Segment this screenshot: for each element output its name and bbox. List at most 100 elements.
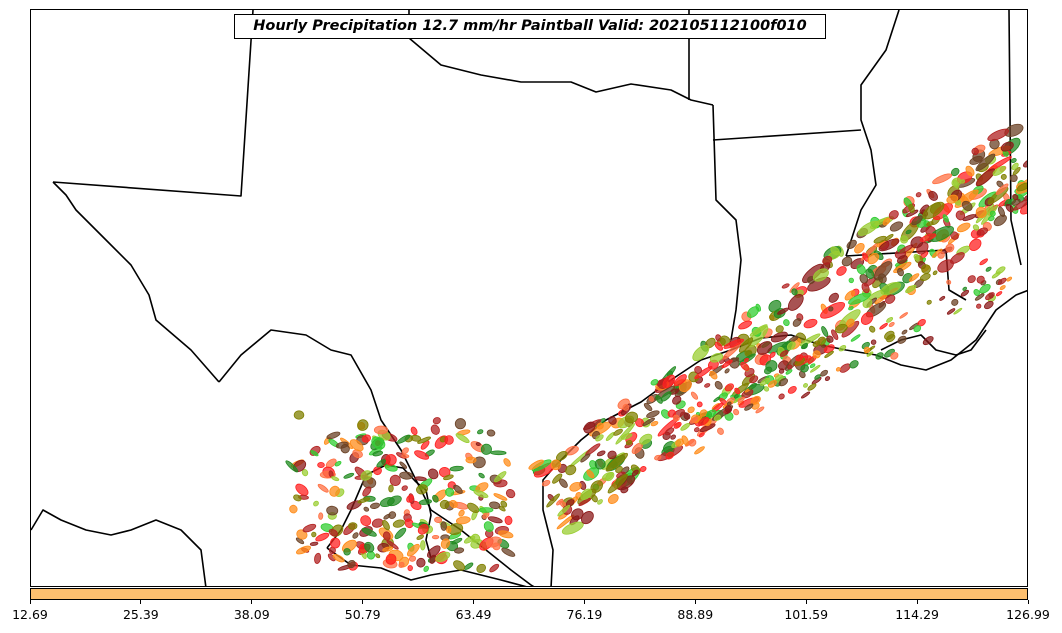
paintball-blob xyxy=(362,486,372,497)
paintball-blob xyxy=(848,277,855,284)
paintball-blob xyxy=(449,499,458,509)
paintball-blob xyxy=(713,414,721,421)
paintball-blob xyxy=(642,417,655,426)
paintball-blob xyxy=(962,214,977,222)
paintball-blob xyxy=(841,256,853,267)
paintball-blob xyxy=(905,284,917,294)
paintball-blob xyxy=(1016,182,1027,192)
paintball-blob xyxy=(318,512,324,520)
paintball-blob xyxy=(826,335,834,343)
paintball-blob xyxy=(939,295,946,301)
paintball-blob xyxy=(454,547,465,554)
paintball-blob xyxy=(317,483,329,493)
paintball-blob xyxy=(951,298,959,306)
precipitation-paintballs xyxy=(285,123,1027,573)
paintball-blob xyxy=(962,286,967,291)
paintball-blob xyxy=(714,381,723,390)
paintball-blob xyxy=(646,410,660,419)
colorbar-tick-label: 63.49 xyxy=(455,607,492,622)
paintball-blob xyxy=(969,155,983,165)
paintball-blob xyxy=(781,283,790,289)
paintball-blob xyxy=(709,370,718,380)
paintball-blob xyxy=(828,292,839,303)
paintball-blob xyxy=(648,395,654,402)
colorbar-tick-label: 12.69 xyxy=(12,607,48,622)
paintball-blob xyxy=(410,426,418,436)
paintball-blob xyxy=(769,351,776,358)
paintball-blob xyxy=(694,365,702,374)
paintball-blob xyxy=(1009,174,1018,183)
paintball-blob xyxy=(620,433,633,440)
paintball-blob xyxy=(999,285,1006,291)
paintball-blob xyxy=(550,459,562,471)
paintball-blob xyxy=(848,292,871,305)
paintball-blob xyxy=(654,454,662,461)
paintball-blob xyxy=(888,321,895,328)
paintball-blob xyxy=(972,224,980,231)
paintball-blob xyxy=(812,340,821,348)
paintball-blob xyxy=(688,438,697,447)
paintball-blob xyxy=(879,322,888,330)
paintball-blob xyxy=(477,429,484,435)
paintball-blob xyxy=(392,519,405,528)
paintball-blob xyxy=(453,560,466,571)
texas-border xyxy=(52,10,254,197)
paintball-blob xyxy=(382,546,394,552)
paintball-blob xyxy=(643,402,653,412)
paintball-blob xyxy=(886,317,894,323)
paintball-blob xyxy=(569,482,582,492)
paintball-blob xyxy=(596,450,606,457)
paintball-blob xyxy=(870,339,877,345)
paintball-blob xyxy=(738,320,753,330)
paintball-blob xyxy=(556,498,564,506)
paintball-blob xyxy=(799,333,821,347)
paintball-blob xyxy=(928,190,938,201)
paintball-blob xyxy=(775,325,784,333)
paintball-blob xyxy=(416,534,424,541)
paintball-blob xyxy=(854,242,865,254)
paintball-blob xyxy=(737,396,745,403)
paintball-blob xyxy=(476,563,486,573)
paintball-blob xyxy=(835,367,841,372)
paintball-blob xyxy=(493,493,508,501)
paintball-blob xyxy=(347,559,356,569)
paintball-blob xyxy=(880,281,902,296)
paintball-blob xyxy=(467,502,480,514)
paintball-blob xyxy=(432,417,441,425)
paintball-blob xyxy=(501,547,516,557)
paintball-blob xyxy=(301,468,309,477)
paintball-blob xyxy=(394,527,407,540)
paintball-blob xyxy=(296,545,311,555)
paintball-blob xyxy=(622,403,630,411)
paintball-blob xyxy=(850,334,861,342)
paintball-blob xyxy=(751,402,760,410)
paintball-blob xyxy=(528,459,544,470)
paintball-blob xyxy=(602,472,613,481)
paintball-blob xyxy=(397,434,411,444)
paintball-blob xyxy=(430,424,440,435)
paintball-blob xyxy=(897,335,907,344)
paintball-blob xyxy=(314,552,322,564)
paintball-blob xyxy=(749,324,768,337)
paintball-blob xyxy=(624,411,639,424)
map-title: Hourly Precipitation 12.7 mm/hr Paintbal… xyxy=(234,14,826,39)
paintball-blob xyxy=(709,353,724,363)
paintball-blob xyxy=(926,221,934,227)
paintball-blob xyxy=(382,519,390,531)
paintball-blob xyxy=(787,294,804,311)
paintball-blob xyxy=(733,408,740,416)
paintball-blob xyxy=(976,303,982,309)
paintball-blob xyxy=(565,499,575,507)
paintball-blob xyxy=(861,282,870,294)
paintball-blob xyxy=(908,204,915,213)
paintball-blob xyxy=(724,405,733,413)
paintball-blob xyxy=(401,447,409,455)
paintball-blob xyxy=(293,410,305,420)
paintball-blob xyxy=(471,533,481,544)
paintball-blob xyxy=(901,329,908,335)
paintball-blob xyxy=(445,487,455,497)
paintball-blob xyxy=(357,419,369,431)
paintball-blob xyxy=(800,364,809,373)
paintball-blob xyxy=(329,485,340,497)
paintball-blob xyxy=(867,252,880,265)
